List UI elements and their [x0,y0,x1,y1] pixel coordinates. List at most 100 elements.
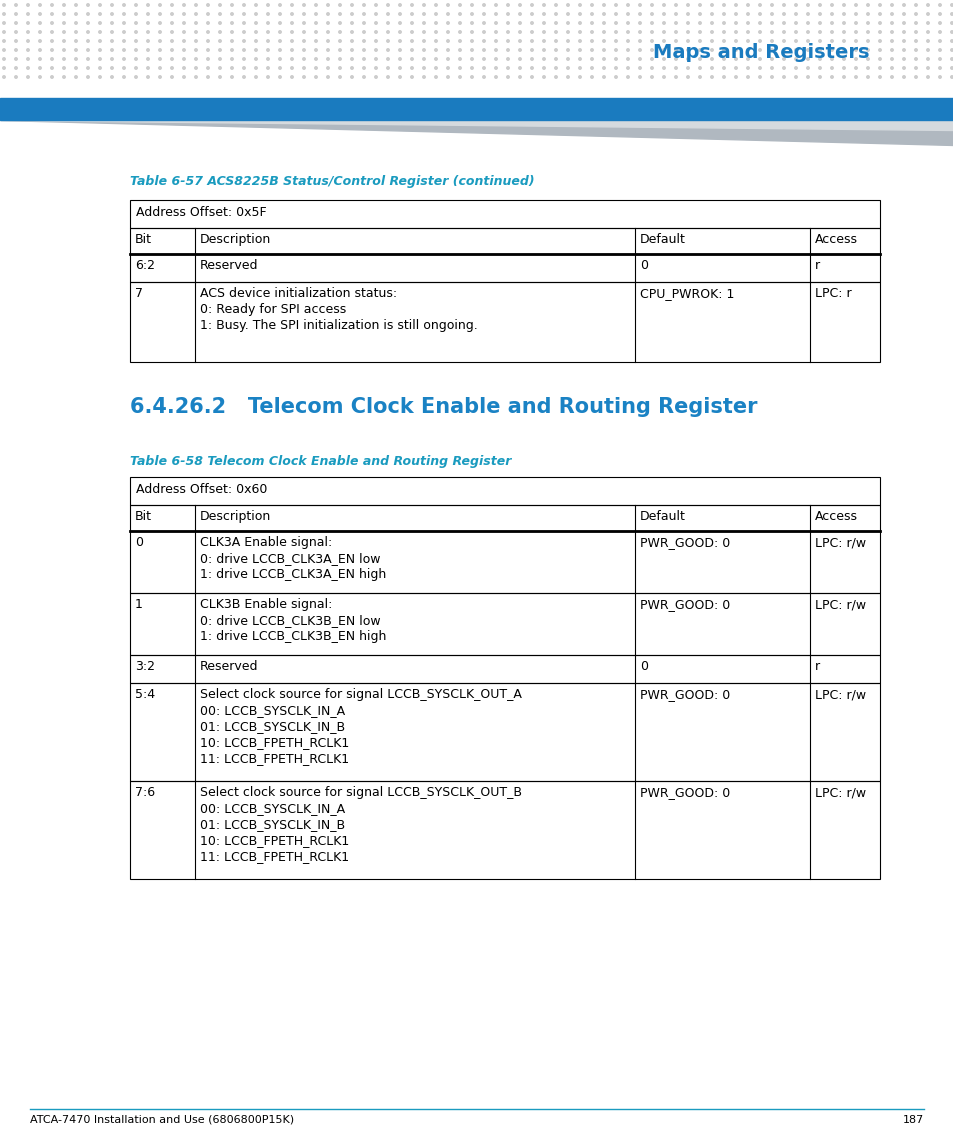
Text: 1: 1 [135,598,143,611]
Circle shape [51,3,53,6]
Circle shape [830,3,832,6]
Circle shape [435,40,436,42]
Circle shape [411,49,413,52]
Circle shape [866,31,868,33]
Circle shape [386,40,389,42]
Circle shape [542,76,545,78]
Circle shape [422,76,425,78]
Circle shape [158,13,161,15]
Circle shape [398,13,401,15]
Circle shape [866,40,868,42]
Circle shape [242,13,245,15]
Circle shape [590,57,593,61]
Circle shape [386,3,389,6]
Text: Description: Description [200,510,271,523]
Circle shape [458,22,460,24]
Circle shape [63,31,65,33]
Circle shape [806,76,808,78]
Circle shape [878,66,881,69]
Circle shape [218,31,221,33]
Circle shape [267,76,269,78]
Circle shape [830,66,832,69]
Circle shape [818,22,821,24]
Circle shape [914,22,916,24]
Circle shape [710,13,713,15]
Bar [130,655,879,684]
Circle shape [938,76,941,78]
Circle shape [111,3,113,6]
Text: PWR_GOOD: 0: PWR_GOOD: 0 [639,785,729,799]
Circle shape [302,66,305,69]
Circle shape [806,3,808,6]
Circle shape [482,66,485,69]
Circle shape [902,31,904,33]
Circle shape [183,13,185,15]
Circle shape [435,3,436,6]
Circle shape [111,31,113,33]
Circle shape [722,31,724,33]
Circle shape [602,76,604,78]
Circle shape [398,40,401,42]
Circle shape [99,49,101,52]
Circle shape [530,40,533,42]
Circle shape [254,76,257,78]
Circle shape [231,57,233,61]
Circle shape [194,49,197,52]
Circle shape [781,31,784,33]
Circle shape [435,31,436,33]
Circle shape [351,31,353,33]
Circle shape [674,13,677,15]
Circle shape [950,57,952,61]
Circle shape [626,76,629,78]
Circle shape [327,31,329,33]
Circle shape [446,40,449,42]
Text: 7: 7 [135,287,143,300]
Circle shape [890,66,892,69]
Circle shape [338,57,341,61]
Circle shape [686,66,688,69]
Bar [130,531,879,593]
Circle shape [375,40,376,42]
Circle shape [614,49,617,52]
Circle shape [375,66,376,69]
Circle shape [662,49,664,52]
Circle shape [698,31,700,33]
Circle shape [458,76,460,78]
Circle shape [841,31,844,33]
Circle shape [74,3,77,6]
Circle shape [398,76,401,78]
Circle shape [338,76,341,78]
Circle shape [3,66,6,69]
Circle shape [14,13,17,15]
Circle shape [794,31,797,33]
Circle shape [495,49,497,52]
Circle shape [386,31,389,33]
Text: 6.4.26.2   Telecom Clock Enable and Routing Register: 6.4.26.2 Telecom Clock Enable and Routin… [130,397,757,417]
Circle shape [242,22,245,24]
Circle shape [925,49,928,52]
Circle shape [758,76,760,78]
Text: Select clock source for signal LCCB_SYSCLK_OUT_B: Select clock source for signal LCCB_SYSC… [200,785,521,799]
Circle shape [158,3,161,6]
Circle shape [734,3,737,6]
Circle shape [470,40,473,42]
Circle shape [878,13,881,15]
Circle shape [722,49,724,52]
Circle shape [3,13,6,15]
Circle shape [362,22,365,24]
Circle shape [854,3,857,6]
Bar [130,593,879,655]
Circle shape [770,49,773,52]
Circle shape [530,22,533,24]
Circle shape [746,13,748,15]
Text: Bit: Bit [135,232,152,246]
Circle shape [781,66,784,69]
Circle shape [518,57,520,61]
Circle shape [650,31,653,33]
Circle shape [806,40,808,42]
Circle shape [602,22,604,24]
Circle shape [482,3,485,6]
Circle shape [291,22,293,24]
Circle shape [794,22,797,24]
Circle shape [854,31,857,33]
